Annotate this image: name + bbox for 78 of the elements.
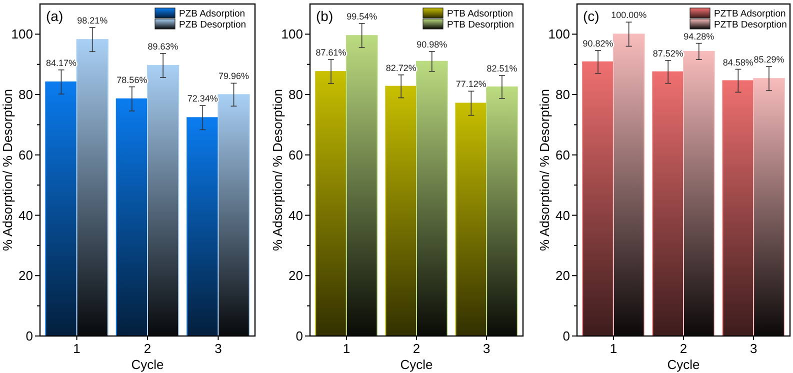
data-label: 90.82%	[582, 38, 614, 48]
legend-label: PTB Adsorption	[447, 8, 514, 20]
data-label: 82.72%	[386, 62, 416, 73]
x-tick-label: 1	[610, 341, 618, 356]
y-tick-label: 20	[556, 268, 570, 284]
data-label: 79.96%	[218, 71, 250, 82]
data-label: 89.63%	[148, 41, 178, 52]
x-tick-label: 3	[750, 341, 758, 356]
x-tick-label: 2	[144, 341, 152, 356]
y-axis-title: % Adsorption/ % Desorption	[0, 89, 15, 251]
x-tick-label: 2	[412, 341, 420, 356]
bar	[652, 71, 684, 336]
chart-title: (c)	[583, 8, 600, 24]
data-label: 77.12%	[456, 79, 486, 90]
data-label: 99.54%	[346, 11, 378, 22]
legend-label: PZTB Desorption	[714, 20, 787, 30]
y-axis-title: % Adsorption/ % Desorption	[270, 89, 285, 251]
legend-label: PTB Desorption	[447, 20, 514, 30]
bar	[683, 50, 715, 336]
bar	[722, 80, 754, 336]
legend-label: PZB Adsorption	[179, 8, 246, 20]
legend-label: PZTB Adsorption	[714, 8, 786, 20]
x-axis-title: Cycle	[667, 357, 700, 372]
bar	[116, 98, 148, 336]
y-tick-label: 40	[556, 208, 570, 223]
data-label: 78.56%	[116, 74, 148, 85]
x-axis-title: Cycle	[400, 357, 433, 372]
y-tick-label: 60	[288, 147, 303, 162]
bar	[612, 34, 645, 336]
legend-label: PZB Desorption	[179, 20, 246, 30]
y-tick-label: 0	[562, 328, 570, 344]
data-label: 100.00%	[611, 10, 647, 20]
y-tick-label: 60	[556, 147, 570, 162]
x-tick-label: 1	[73, 341, 80, 356]
bar	[218, 94, 250, 336]
data-label: 87.52%	[652, 48, 684, 58]
bar	[315, 71, 347, 336]
y-tick-label: 0	[26, 328, 33, 344]
chart-title: (a)	[46, 8, 64, 24]
x-tick-label: 3	[482, 341, 490, 356]
x-tick-label: 2	[680, 341, 688, 356]
bar	[346, 35, 378, 336]
y-tick-label: 0	[296, 328, 303, 344]
y-tick-label: 20	[18, 268, 33, 284]
data-label: 87.61%	[316, 48, 346, 58]
x-tick-label: 3	[214, 341, 222, 356]
bar	[45, 81, 78, 336]
chart-title: (b)	[316, 8, 334, 24]
data-label: 82.51%	[486, 64, 518, 74]
y-tick-label: 20	[288, 268, 303, 284]
bar	[186, 117, 219, 336]
y-tick-label: 80	[288, 87, 303, 102]
y-tick-label: 80	[556, 87, 570, 102]
y-axis-title: % Adsorption/ % Desorption	[537, 89, 552, 251]
x-axis-title: Cycle	[131, 357, 164, 372]
y-tick-label: 40	[18, 208, 33, 223]
y-tick-label: 100	[11, 26, 33, 42]
bar	[753, 78, 785, 336]
data-label: 98.21%	[77, 16, 108, 26]
data-label: 72.34%	[187, 94, 218, 104]
data-label: 94.28%	[684, 31, 714, 42]
bar	[385, 86, 417, 336]
bar	[147, 64, 180, 336]
bar	[582, 61, 614, 336]
y-tick-label: 80	[18, 87, 33, 102]
y-tick-label: 100	[281, 26, 303, 42]
y-tick-label: 100	[548, 26, 570, 42]
data-label: 84.58%	[722, 57, 754, 68]
data-label: 90.98%	[416, 39, 448, 50]
data-label: 85.29%	[754, 54, 784, 65]
y-tick-label: 60	[18, 147, 33, 162]
y-tick-label: 40	[288, 208, 303, 223]
bar	[76, 39, 108, 336]
data-label: 84.17%	[46, 58, 76, 68]
bar	[486, 86, 518, 336]
x-tick-label: 1	[342, 341, 350, 356]
bar	[416, 60, 448, 336]
bar	[455, 102, 488, 336]
